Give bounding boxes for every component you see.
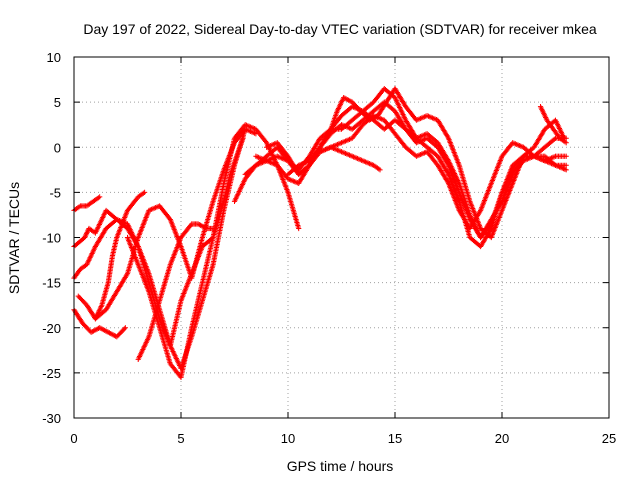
series-track-6: [71, 194, 103, 214]
data-point: [296, 225, 302, 232]
data-point: [202, 225, 209, 231]
data-point: [142, 189, 148, 195]
series-track-15: [537, 104, 569, 146]
y-tick-label: -25: [42, 366, 61, 381]
data-point: [97, 194, 103, 200]
data-point: [122, 325, 128, 331]
data-point: [121, 326, 127, 332]
x-tick-label: 5: [177, 431, 184, 446]
data-point: [551, 136, 557, 142]
y-axis-label: SDTVAR / TECUs: [6, 182, 22, 294]
y-tick-label: -5: [49, 185, 61, 200]
chart-title: Day 197 of 2022, Sidereal Day-to-day VTE…: [83, 21, 596, 37]
data-point: [563, 162, 569, 168]
x-tick-label: 15: [388, 431, 402, 446]
data-point: [563, 167, 569, 173]
series-track-14: [317, 144, 383, 173]
series-track-3: [75, 126, 259, 322]
y-tick-label: -30: [42, 411, 61, 426]
series-track-13: [285, 85, 567, 241]
data-point: [563, 153, 569, 159]
data-point: [188, 222, 194, 228]
x-tick-label: 10: [281, 431, 295, 446]
data-point: [377, 167, 383, 173]
series-track-2: [71, 126, 248, 371]
grid-lines: [74, 57, 609, 418]
y-tick-label: 5: [54, 95, 61, 110]
y-tick-label: -20: [42, 321, 61, 336]
data-point: [166, 215, 172, 221]
x-tick-label: 25: [602, 431, 616, 446]
series-track-9: [231, 85, 569, 250]
y-tick-label: 0: [54, 140, 61, 155]
series-track-5: [124, 122, 302, 380]
y-tick-label: 10: [47, 50, 61, 65]
y-tick-label: -10: [42, 231, 61, 246]
axis-ticks: 0 5 10 15 20 25 -30 -25 -20 -15 -10 -5 0 5 10: [42, 50, 616, 446]
data-points: [71, 85, 569, 380]
x-tick-label: 20: [495, 431, 509, 446]
x-axis-label: GPS time / hours: [287, 458, 394, 474]
data-point: [263, 138, 269, 145]
y-tick-label: -15: [42, 276, 61, 291]
series-track-7: [92, 189, 148, 322]
data-point: [210, 225, 216, 232]
data-point: [563, 140, 569, 146]
x-tick-label: 0: [70, 431, 77, 446]
series-track-4: [71, 307, 128, 340]
series-track-8: [135, 221, 216, 362]
